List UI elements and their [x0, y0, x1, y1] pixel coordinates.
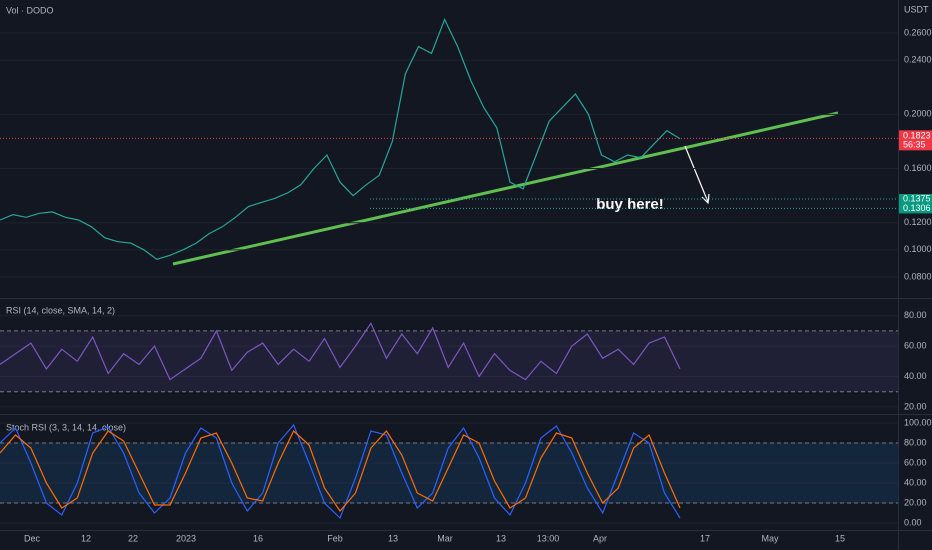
level-label: 0.1375 — [903, 193, 931, 203]
y-tick-label: 0.1600 — [904, 163, 932, 173]
y-tick-label: 60.00 — [904, 457, 927, 467]
y-tick-label: 0.2600 — [904, 27, 932, 37]
rsi-line — [0, 322, 681, 381]
price-line — [0, 17, 681, 260]
x-tick-label: Apr — [593, 533, 607, 543]
x-tick-label: 12 — [81, 533, 91, 543]
band-fill — [0, 443, 898, 503]
x-tick-label: Mar — [437, 533, 453, 543]
rsi-title: RSI (14, close, SMA, 14, 2) — [6, 305, 115, 315]
annotation: buy here! — [596, 196, 664, 213]
x-tick-label: 2023 — [176, 533, 196, 543]
x-tick-label: 13 — [388, 533, 398, 543]
y-tick-label: 20.00 — [904, 401, 927, 411]
y-tick-label: 40.00 — [904, 477, 927, 487]
y-tick-label: 40.00 — [904, 371, 927, 381]
y-tick-label: 80.00 — [904, 310, 927, 320]
stoch-line — [0, 423, 681, 520]
level-label: 0.1306 — [903, 203, 931, 213]
x-tick-label: 22 — [128, 533, 138, 543]
y-tick-label: 0.2000 — [904, 109, 932, 119]
level-tag — [899, 194, 932, 205]
y-tick-label: 0.2400 — [904, 55, 932, 65]
last-price-label: 0.1823 — [903, 131, 931, 141]
band-fill — [0, 330, 898, 392]
x-tick-label: Feb — [327, 533, 343, 543]
x-tick-label: Dec — [24, 533, 41, 543]
countdown-label: 56:35 — [903, 140, 926, 150]
stoch-line — [0, 430, 681, 512]
y-tick-label: 60.00 — [904, 340, 927, 350]
symbol-label: Vol · DODO — [6, 5, 54, 15]
currency-label: USDT — [904, 4, 929, 14]
arrow — [684, 145, 709, 203]
x-tick-label: 16 — [253, 533, 263, 543]
x-tick-label: 15 — [835, 533, 845, 543]
last-price-tag — [899, 130, 932, 151]
stoch-title: Stoch RSI (3, 3, 14, 14, close) — [6, 422, 126, 432]
x-tick-label: 13:00 — [537, 533, 560, 543]
y-tick-label: 20.00 — [904, 497, 927, 507]
y-tick-label: 100.00 — [904, 417, 932, 427]
y-tick-label: 0.00 — [904, 517, 922, 527]
y-tick-label: 0.1200 — [904, 217, 932, 227]
y-tick-label: 80.00 — [904, 437, 927, 447]
y-tick-label: 0.0800 — [904, 271, 932, 281]
y-tick-label: 0.1000 — [904, 244, 932, 254]
x-tick-label: May — [761, 533, 779, 543]
level-tag — [899, 203, 932, 214]
trend-line — [172, 111, 839, 266]
x-tick-label: 13 — [496, 533, 506, 543]
x-tick-label: 17 — [700, 533, 710, 543]
